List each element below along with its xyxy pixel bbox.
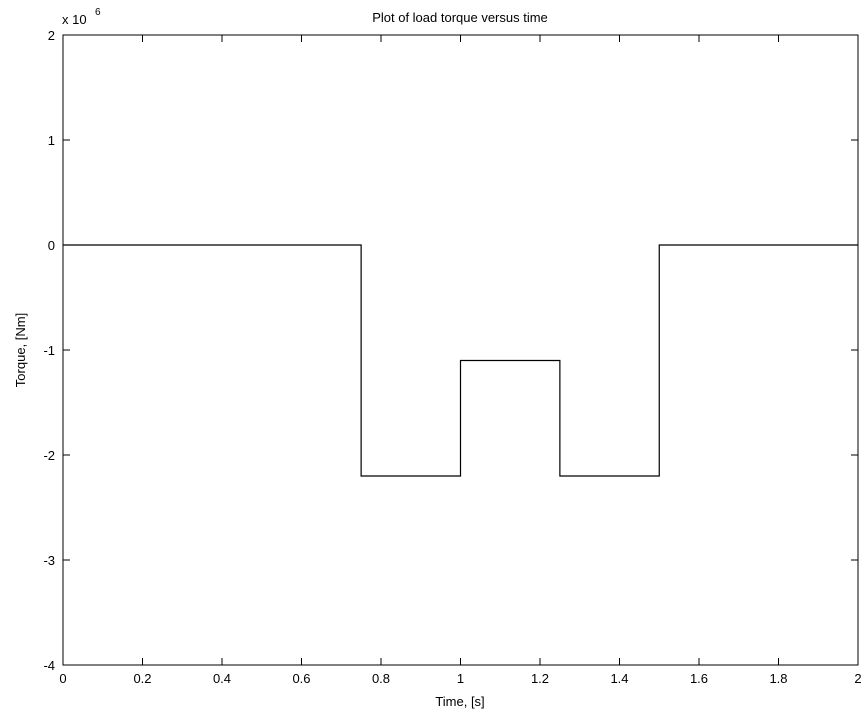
y-axis-label: Torque, [Nm]	[13, 313, 28, 387]
x-tick-label: 0	[59, 671, 66, 686]
exponent-power: 6	[95, 7, 101, 18]
plot-area-frame	[62, 34, 859, 666]
x-tick-label: 0.8	[372, 671, 390, 686]
x-tick-label: 1.6	[690, 671, 708, 686]
y-tick-label: 0	[48, 238, 55, 253]
series-layer	[63, 244, 858, 477]
y-tick-label: -4	[43, 658, 55, 673]
x-tick-label: 1.4	[610, 671, 628, 686]
x-tick-label: 2	[854, 671, 861, 686]
x-axis-ticks: 0 0.2 0.4 0.6 0.8 1 1.2 1.4 1.6 1.8 2	[59, 35, 862, 686]
y-tick-label: 2	[48, 28, 55, 43]
y-tick-label: -2	[43, 448, 55, 463]
chart-title: Plot of load torque versus time	[372, 10, 548, 25]
x-tick-label: 1	[457, 671, 464, 686]
x-axis-label: Time, [s]	[435, 694, 484, 709]
x-tick-label: 1.8	[769, 671, 787, 686]
y-tick-label: 1	[48, 133, 55, 148]
y-tick-label: -1	[43, 343, 55, 358]
exponent-base: x 10	[62, 12, 87, 27]
x-tick-label: 0.6	[292, 671, 310, 686]
y-tick-label: -3	[43, 553, 55, 568]
x-tick-label: 1.2	[531, 671, 549, 686]
x-tick-label: 0.4	[213, 671, 231, 686]
torque-series-line	[63, 244, 858, 477]
x-tick-label: 0.2	[133, 671, 151, 686]
